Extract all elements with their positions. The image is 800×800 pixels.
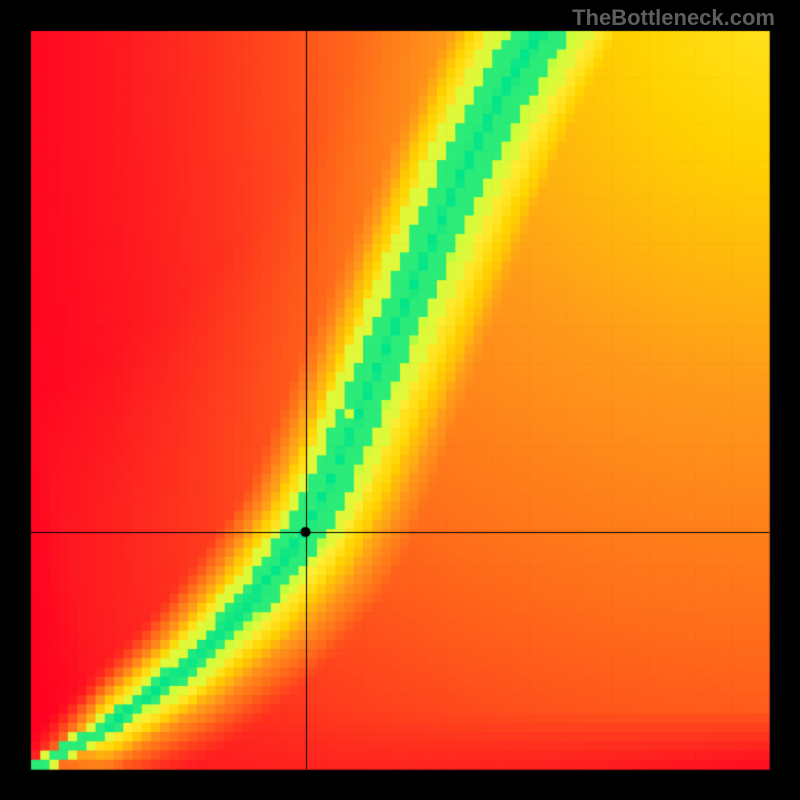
chart-container: TheBottleneck.com <box>0 0 800 800</box>
watermark-text: TheBottleneck.com <box>572 5 775 31</box>
bottleneck-heatmap <box>0 0 800 800</box>
